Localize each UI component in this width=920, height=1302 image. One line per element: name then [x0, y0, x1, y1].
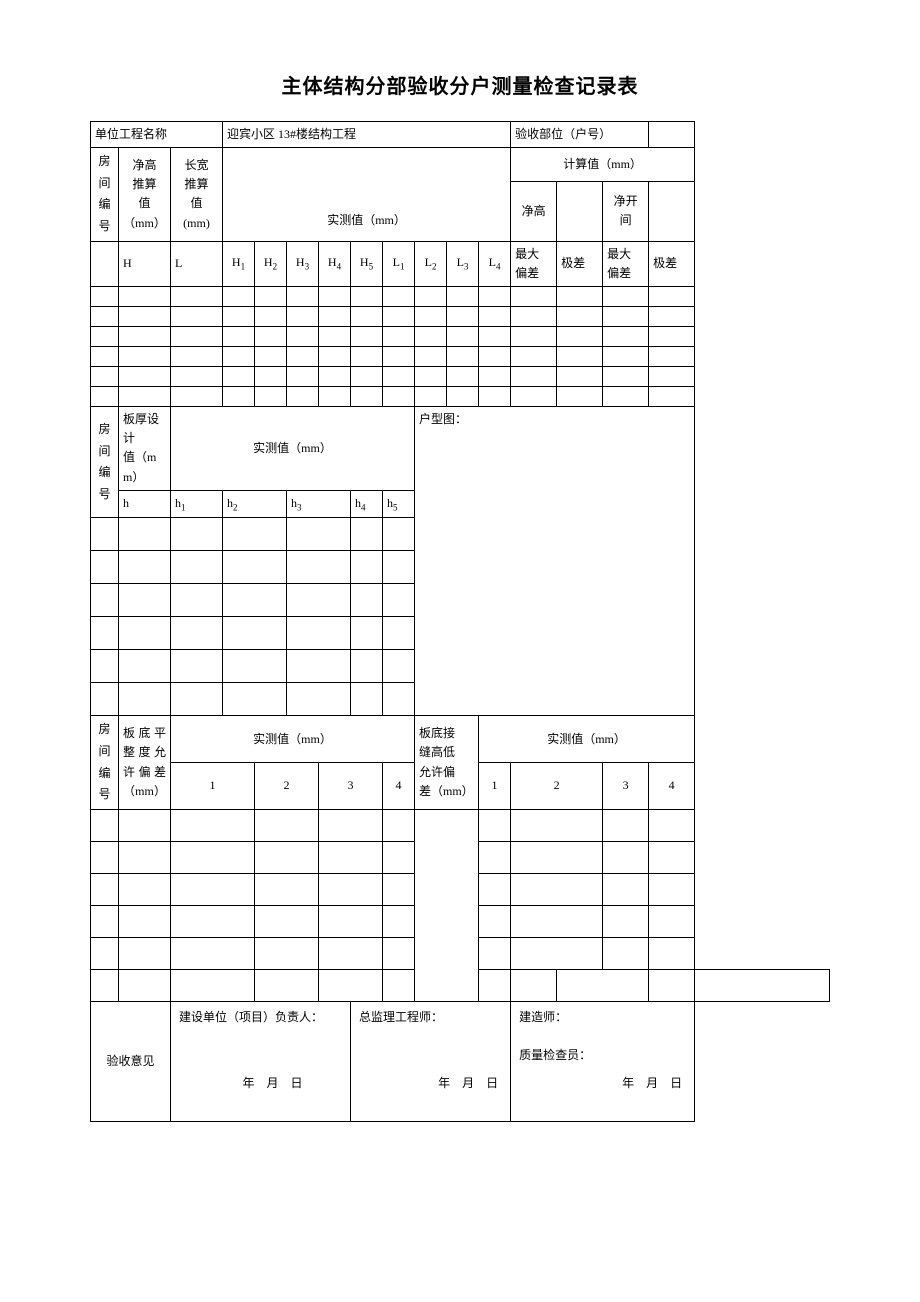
empty-col — [557, 182, 603, 241]
col-h1-2: h1 — [171, 490, 223, 518]
col-l3: L3 — [447, 241, 479, 286]
c1b: 1 — [479, 763, 511, 810]
col-l2: L2 — [415, 241, 447, 286]
project-name-label: 单位工程名称 — [91, 122, 223, 148]
c4b: 4 — [649, 763, 695, 810]
opinion-label: 验收意见 — [91, 1001, 171, 1121]
accept-part-value — [649, 122, 695, 148]
measured-label-2: 实测值（mm） — [171, 406, 415, 490]
col-h2: H2 — [255, 241, 287, 286]
col-h4: H4 — [319, 241, 351, 286]
room-no-label-2: 房间编号 — [91, 406, 119, 518]
record-table: 单位工程名称 迎宾小区 13#楼结构工程 验收部位（户号） 房间编号 净高推算值… — [90, 121, 830, 1122]
floor-plan: 户型图： — [415, 406, 695, 716]
seam-tol: 板底接缝高低允许偏差（mm） — [415, 716, 479, 809]
net-span-col: 净开间 — [603, 182, 649, 241]
page-title: 主体结构分部验收分户测量检查记录表 — [90, 70, 830, 99]
measured-label-3b: 实测值（mm） — [479, 716, 695, 763]
c1a: 1 — [171, 763, 255, 810]
col-h2-2: h2 — [223, 490, 287, 518]
col-range2: 极差 — [649, 241, 695, 286]
c3b: 3 — [603, 763, 649, 810]
col-h4-2: h4 — [351, 490, 383, 518]
room-no-label: 房间编号 — [91, 148, 119, 241]
slab-thick-design: 板厚设计值（mm） — [119, 406, 171, 490]
col-h: H — [119, 241, 171, 286]
col-l: L — [171, 241, 223, 286]
measured-label-3a: 实测值（mm） — [171, 716, 415, 763]
col-maxdev1: 最大偏差 — [511, 241, 557, 286]
c3a: 3 — [319, 763, 383, 810]
empty-col — [649, 182, 695, 241]
col-maxdev2: 最大偏差 — [603, 241, 649, 286]
accept-part-label: 验收部位（户号） — [511, 122, 649, 148]
col-l4: L4 — [479, 241, 511, 286]
empty-cell — [91, 241, 119, 286]
col-l1: L1 — [383, 241, 415, 286]
col-h5-2: h5 — [383, 490, 415, 518]
net-height-col: 净高 — [511, 182, 557, 241]
c2a: 2 — [255, 763, 319, 810]
length-width-calc-label: 长宽推算值(mm) — [171, 148, 223, 241]
col-h3: H3 — [287, 241, 319, 286]
measured-label-1: 实测值（mm） — [223, 148, 511, 241]
calc-value-label: 计算值（mm） — [511, 148, 695, 182]
builder-sig: 建设单位（项目）负责人： 年 月 日 — [171, 1001, 351, 1121]
c4a: 4 — [383, 763, 415, 810]
col-h-2: h — [119, 490, 171, 518]
constructor-sig: 建造师： 质量检查员： 年 月 日 — [511, 1001, 695, 1121]
c2b: 2 — [511, 763, 603, 810]
project-name-value: 迎宾小区 13#楼结构工程 — [223, 122, 511, 148]
col-h5: H5 — [351, 241, 383, 286]
slab-flat-tol: 板底平整度允许偏差（mm） — [119, 716, 171, 809]
col-range1: 极差 — [557, 241, 603, 286]
col-h1: H1 — [223, 241, 255, 286]
room-no-label-3: 房间编号 — [91, 716, 119, 809]
supervisor-sig: 总监理工程师： 年 月 日 — [351, 1001, 511, 1121]
net-height-calc-label: 净高推算值（mm） — [119, 148, 171, 241]
col-h3-2: h3 — [287, 490, 351, 518]
